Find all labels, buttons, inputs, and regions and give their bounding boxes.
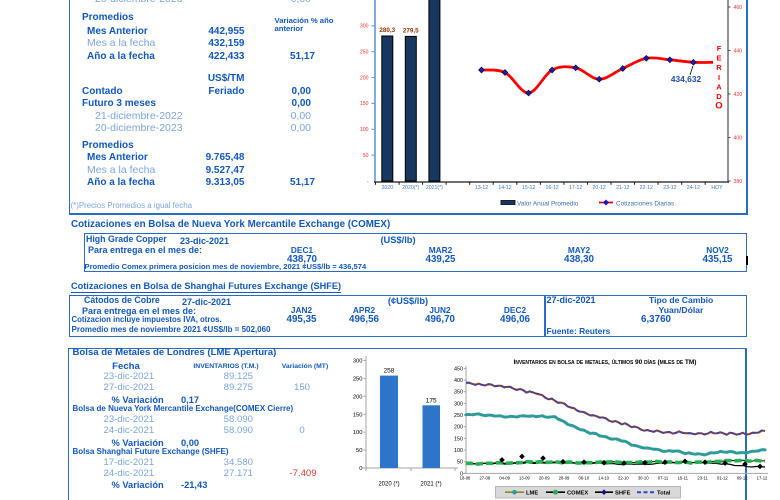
svg-text:17-12: 17-12 [757, 476, 768, 481]
svg-text:100: 100 [360, 127, 369, 133]
svg-text:22-10: 22-10 [618, 476, 629, 481]
svg-text:01-12: 01-12 [717, 476, 728, 481]
svg-text:16-12: 16-12 [545, 185, 558, 191]
svg-text:04-09: 04-09 [499, 476, 510, 481]
svg-text:434,632: 434,632 [671, 74, 702, 84]
svg-text:258: 258 [384, 368, 395, 375]
svg-text:250: 250 [454, 413, 463, 419]
svg-text:I: I [718, 73, 720, 82]
svg-text:150: 150 [353, 412, 363, 418]
svg-text:14-12: 14-12 [498, 185, 511, 191]
svg-text:O: O [715, 101, 722, 112]
svg-text:28-09: 28-09 [559, 476, 570, 481]
svg-text:2021(*): 2021(*) [426, 185, 443, 191]
svg-text:COMEX: COMEX [567, 491, 588, 497]
svg-text:350: 350 [454, 390, 463, 396]
svg-text:50: 50 [457, 460, 463, 466]
svg-text:300: 300 [353, 359, 363, 365]
svg-text:HOY: HOY [711, 185, 723, 191]
svg-text:13-09: 13-09 [519, 476, 530, 481]
svg-text:21-12: 21-12 [616, 185, 629, 191]
svg-text:06-10: 06-10 [578, 476, 589, 481]
svg-text:279,5: 279,5 [403, 27, 419, 34]
svg-text:18-08: 18-08 [460, 476, 471, 481]
svg-text:Total: Total [657, 491, 671, 497]
svg-text:250: 250 [360, 50, 369, 56]
svg-text:24-12: 24-12 [687, 185, 700, 191]
svg-text:2020(*): 2020(*) [402, 185, 419, 191]
svg-text:LME: LME [526, 491, 538, 497]
svg-text:Inventarios en bolsa de metale: Inventarios en bolsa de metales, últimos… [514, 358, 697, 366]
svg-text:0: 0 [460, 471, 463, 477]
svg-text:D: D [716, 92, 722, 101]
svg-text:200: 200 [454, 425, 463, 431]
svg-text:27-08: 27-08 [479, 476, 490, 481]
svg-text:13-12: 13-12 [475, 185, 488, 191]
svg-text:150: 150 [360, 101, 369, 107]
svg-text:E: E [716, 54, 721, 63]
svg-text:09-12: 09-12 [737, 476, 748, 481]
svg-text:-: - [367, 179, 369, 185]
svg-text:SHFE: SHFE [615, 491, 631, 497]
svg-text:100: 100 [353, 430, 363, 436]
svg-text:A: A [716, 82, 722, 91]
svg-text:200: 200 [360, 75, 369, 81]
svg-text:2020 (*): 2020 (*) [378, 482, 399, 488]
svg-text:200: 200 [353, 394, 363, 400]
svg-text:R: R [716, 63, 722, 72]
svg-text:Cotizaciones Diarias: Cotizaciones Diarias [616, 201, 674, 208]
svg-text:380: 380 [734, 179, 743, 185]
svg-text:150: 150 [454, 436, 463, 442]
svg-text:250: 250 [353, 376, 363, 382]
svg-text:440: 440 [734, 48, 743, 54]
svg-text:07-11: 07-11 [658, 476, 669, 481]
svg-text:460: 460 [734, 5, 743, 11]
svg-text:0: 0 [359, 466, 362, 472]
svg-text:300: 300 [454, 401, 463, 407]
svg-text:F: F [717, 44, 722, 53]
svg-text:2020: 2020 [382, 185, 394, 191]
svg-text:175: 175 [426, 397, 437, 404]
svg-text:15-12: 15-12 [522, 185, 535, 191]
svg-text:450: 450 [454, 366, 463, 372]
svg-text:20-12: 20-12 [593, 185, 606, 191]
svg-text:280,3: 280,3 [379, 27, 395, 34]
svg-text:100: 100 [454, 448, 463, 454]
svg-text:400: 400 [454, 378, 463, 384]
svg-text:50: 50 [363, 153, 369, 159]
svg-text:23-12: 23-12 [663, 185, 676, 191]
svg-text:20-09: 20-09 [539, 476, 550, 481]
svg-text:50: 50 [356, 448, 362, 454]
svg-text:2021 (*): 2021 (*) [420, 482, 441, 488]
svg-text:Valor Anual Promedio: Valor Anual Promedio [517, 201, 579, 208]
svg-text:30-10: 30-10 [638, 476, 649, 481]
svg-text:420: 420 [734, 92, 743, 98]
svg-text:23-11: 23-11 [697, 476, 708, 481]
svg-text:17-12: 17-12 [569, 185, 582, 191]
svg-text:14-10: 14-10 [598, 476, 609, 481]
svg-text:400: 400 [734, 135, 743, 141]
svg-text:15-11: 15-11 [678, 476, 689, 481]
svg-text:300: 300 [360, 24, 369, 30]
svg-text:22-12: 22-12 [640, 185, 653, 191]
